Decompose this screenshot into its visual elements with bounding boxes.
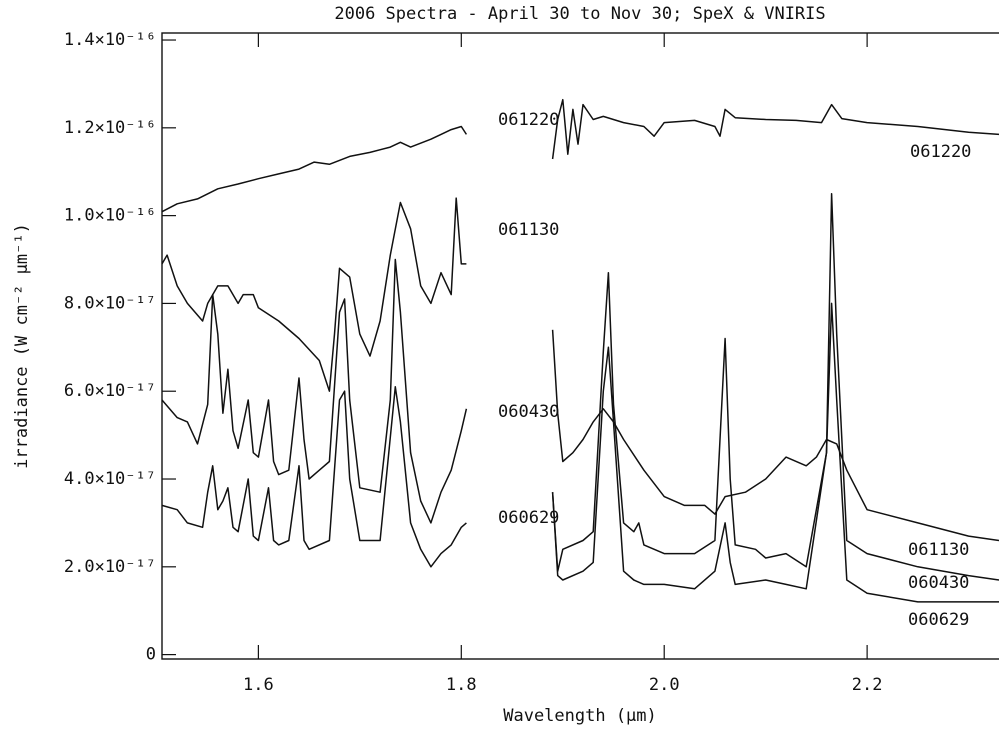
spectrum-line (161, 302, 999, 603)
y-tick-label: 2.0×10⁻¹⁷ (64, 557, 156, 577)
spectrum-line (161, 98, 999, 213)
x-tick-label: 1.6 (243, 675, 274, 695)
series-label: 061130 (498, 220, 559, 240)
spectrum-line (161, 197, 999, 542)
spectrum-line (161, 192, 999, 581)
y-tick-label: 4.0×10⁻¹⁷ (64, 469, 156, 489)
series-label: 061130 (908, 540, 969, 560)
y-axis-label: irradiance (W cm⁻² μm⁻¹) (12, 223, 32, 469)
y-tick-label: 0 (146, 645, 156, 665)
y-tick-label: 6.0×10⁻¹⁷ (64, 381, 156, 401)
chart-title: 2006 Spectra - April 30 to Nov 30; SpeX … (334, 4, 825, 24)
series-label: 060430 (908, 573, 969, 593)
x-axis-label: Wavelength (μm) (503, 706, 657, 726)
series-label: 060629 (908, 610, 969, 630)
x-tick-label: 1.8 (446, 675, 477, 695)
series-label: 061220 (910, 142, 971, 162)
series-label: 060629 (498, 508, 559, 528)
series-label: 061220 (498, 110, 559, 130)
series-label: 060430 (498, 402, 559, 422)
y-tick-label: 8.0×10⁻¹⁷ (64, 293, 156, 313)
y-tick-label: 1.0×10⁻¹⁶ (64, 206, 156, 226)
y-tick-label: 1.4×10⁻¹⁶ (64, 30, 156, 50)
x-tick-label: 2.2 (852, 675, 883, 695)
x-tick-label: 2.0 (649, 675, 680, 695)
plot-frame (161, 32, 999, 660)
y-tick-label: 1.2×10⁻¹⁶ (64, 118, 156, 138)
